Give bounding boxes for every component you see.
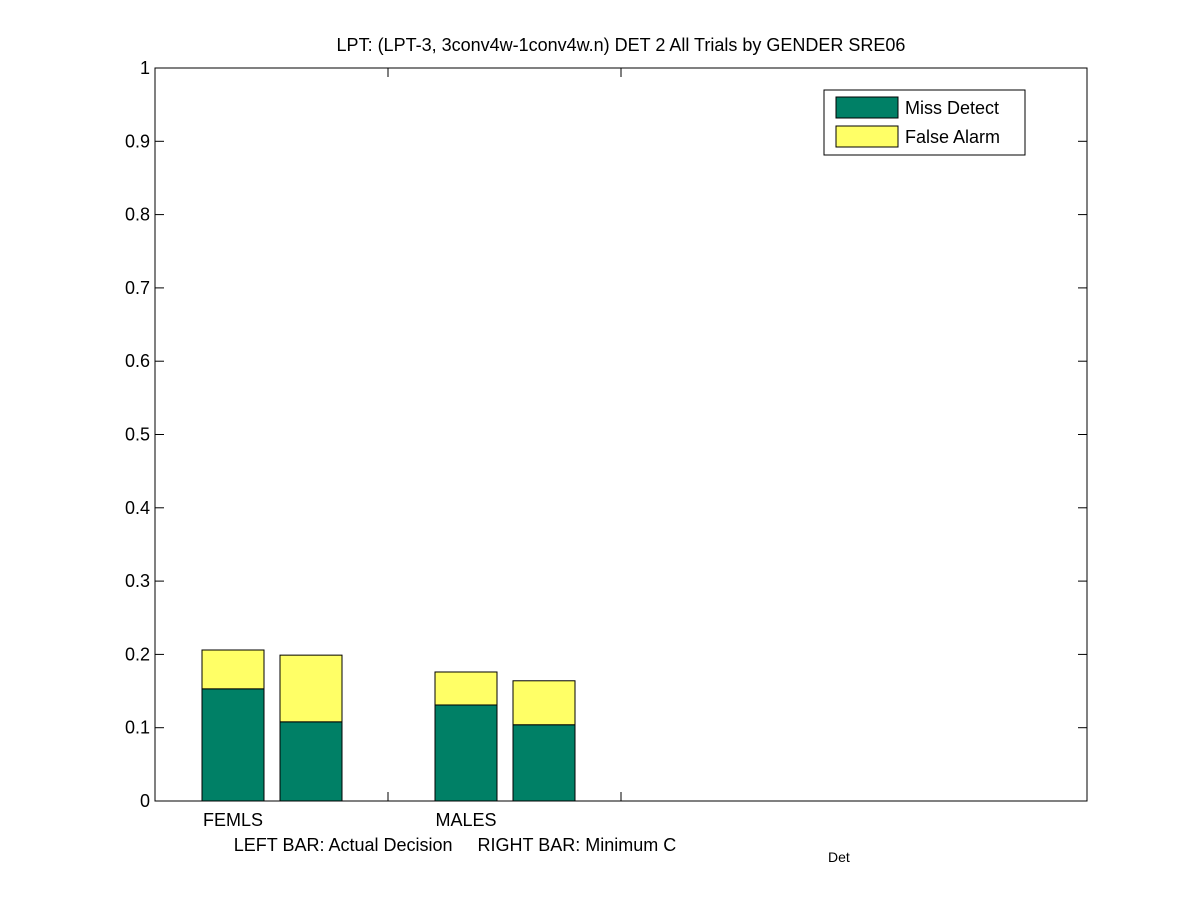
bars — [201, 649, 576, 802]
plot-frame — [154, 67, 1088, 802]
chart-title: LPT: (LPT-3, 3conv4w-1conv4w.n) DET 2 Al… — [337, 35, 906, 55]
x-axis-label-subscript: Det — [828, 849, 850, 865]
y-tick-label: 0.8 — [125, 205, 150, 225]
y-tick-label: 0.2 — [125, 644, 150, 664]
bar-false-alarm-femls-actual — [201, 649, 265, 690]
x-axis-label: LEFT BAR: Actual Decision RIGHT BAR: Min… — [234, 835, 676, 855]
legend-label-miss-detect: Miss Detect — [905, 98, 999, 118]
y-axis: 0 0.1 0.2 0.3 0.4 0.5 0.6 0.7 0.8 0.9 1 — [125, 58, 1087, 811]
y-tick-label: 0.5 — [125, 425, 150, 445]
bar-miss-detect-males-actual — [434, 704, 498, 802]
legend: Miss Detect False Alarm — [823, 89, 1026, 156]
y-tick-label: 0.4 — [125, 498, 150, 518]
y-tick-label: 0.9 — [125, 131, 150, 151]
y-tick-label: 1 — [140, 58, 150, 78]
x-axis: FEMLS MALES — [203, 68, 622, 830]
y-tick-label: 0.3 — [125, 571, 150, 591]
bar-miss-detect-femls-minimum — [279, 721, 343, 802]
bar-false-alarm-males-actual — [434, 671, 498, 706]
legend-swatch-miss-detect — [835, 96, 899, 119]
x-tick-label: MALES — [435, 810, 496, 830]
bar-false-alarm-femls-minimum — [279, 654, 343, 723]
bar-miss-detect-males-minimum — [512, 724, 576, 802]
x-tick-label: FEMLS — [203, 810, 263, 830]
x-axis-label-main: LEFT BAR: Actual Decision RIGHT BAR: Min… — [234, 835, 676, 855]
y-tick-label: 0.1 — [125, 718, 150, 738]
legend-swatch-false-alarm — [835, 125, 899, 148]
y-tick-label: 0.7 — [125, 278, 150, 298]
legend-label-false-alarm: False Alarm — [905, 127, 1000, 147]
y-tick-label: 0 — [140, 791, 150, 811]
bar-false-alarm-males-minimum — [512, 680, 576, 726]
y-tick-label: 0.6 — [125, 351, 150, 371]
bar-miss-detect-femls-actual — [201, 688, 265, 802]
